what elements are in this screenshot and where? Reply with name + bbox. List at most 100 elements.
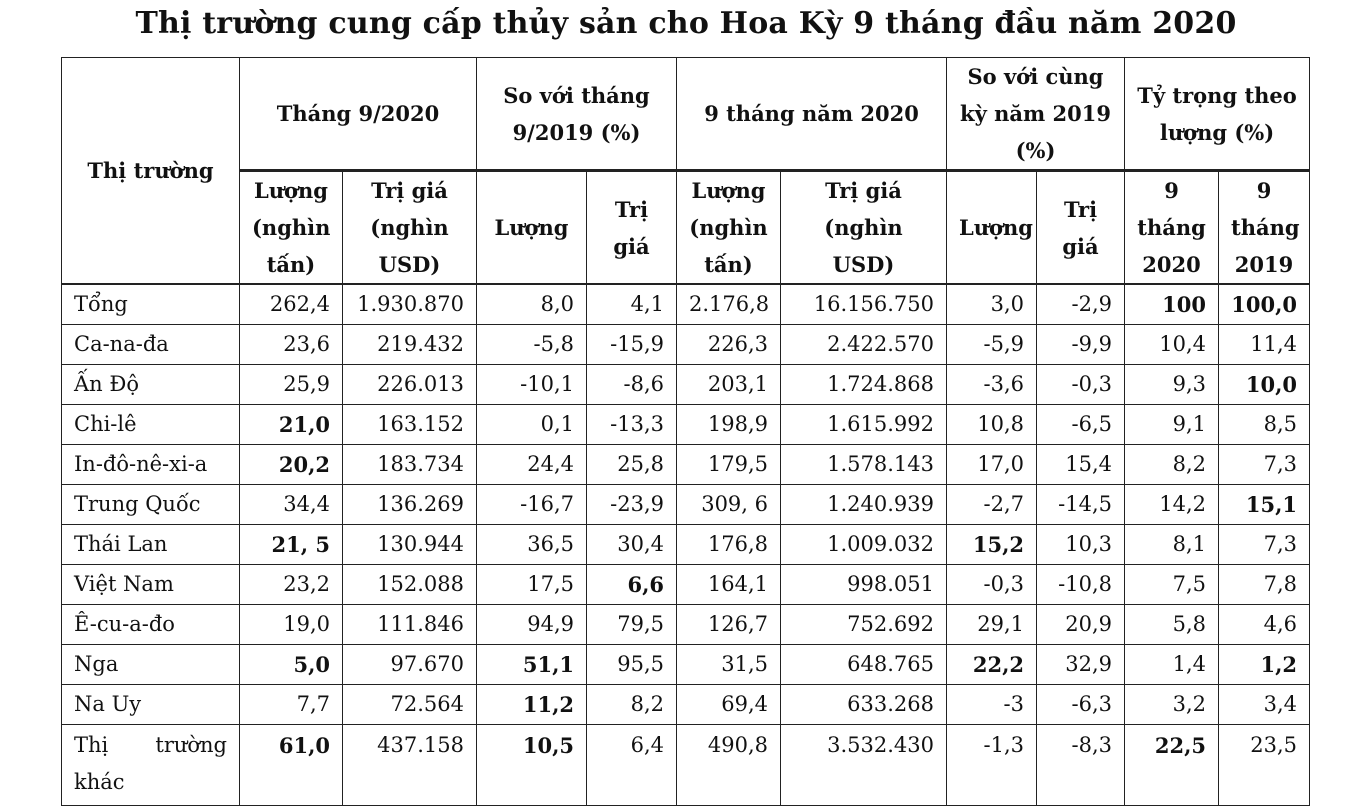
cell: 163.152	[342, 404, 477, 445]
header-value: Trị giá	[1035, 170, 1126, 285]
header-value-kusd: Trị giá (nghìn USD)	[780, 170, 947, 285]
cell: -2,7	[946, 484, 1037, 525]
cell: 111.846	[342, 604, 477, 645]
table-row: Nga 5,0 97.670 51,1 95,5 31,5 648.765 22…	[61, 644, 1311, 685]
header-value-kusd: Trị giá (nghìn USD)	[342, 170, 477, 285]
cell: -15,9	[586, 324, 677, 365]
cell: 203,1	[676, 364, 781, 405]
cell: 23,2	[239, 564, 343, 605]
cell: 126,7	[676, 604, 781, 645]
table-row: Việt Nam 23,2 152.088 17,5 6,6 164,1 998…	[61, 564, 1311, 605]
cell: 9,1	[1124, 404, 1220, 445]
cell: 10,4	[1124, 324, 1220, 365]
cell: 10,0	[1218, 364, 1311, 405]
cell: 2.176,8	[676, 283, 781, 325]
market-name: Ca-na-đa	[61, 324, 240, 365]
table-row: Chi-lê 21,0 163.152 0,1 -13,3 198,9 1.61…	[61, 404, 1311, 445]
cell: 7,5	[1124, 564, 1220, 605]
cell: 15,4	[1035, 444, 1126, 485]
cell: 437.158	[342, 724, 477, 806]
cell: 19,0	[239, 604, 343, 645]
cell: 309, 6	[676, 484, 781, 525]
market-name: In-đô-nê-xi-a	[61, 444, 240, 485]
table-row: Thái Lan 21, 5 130.944 36,5 30,4 176,8 1…	[61, 524, 1311, 565]
cell: 4,6	[1218, 604, 1311, 645]
cell: 36,5	[476, 524, 587, 565]
header-vs-year: So với cùng kỳ năm 2019 (%)	[945, 57, 1126, 172]
market-name: Ấn Độ	[61, 364, 240, 405]
header-value: Trị giá	[586, 170, 677, 285]
cell: -8,6	[586, 364, 677, 405]
cell: 11,2	[476, 684, 587, 725]
table-row: Ấn Độ 25,9 226.013 -10,1 -8,6 203,1 1.72…	[61, 364, 1311, 405]
cell: 0,1	[476, 404, 587, 445]
cell: 7,3	[1218, 524, 1311, 565]
market-name: Việt Nam	[61, 564, 240, 605]
cell: 15,2	[946, 524, 1037, 565]
cell: 1.724.868	[780, 364, 947, 405]
cell: 183.734	[342, 444, 477, 485]
cell: -5,9	[946, 324, 1037, 365]
cell: 20,2	[239, 444, 343, 485]
table-row: Tổng 262,4 1.930.870 8,0 4,1 2.176,8 16.…	[61, 283, 1311, 325]
cell: 1,4	[1124, 644, 1220, 685]
table-row: In-đô-nê-xi-a 20,2 183.734 24,4 25,8 179…	[61, 444, 1311, 485]
cell: 94,9	[476, 604, 587, 645]
cell: 69,4	[676, 684, 781, 725]
table-row: Na Uy 7,7 72.564 11,2 8,2 69,4 633.268 -…	[61, 684, 1311, 725]
header-nine-2019: 9 tháng 2019	[1218, 170, 1311, 285]
cell: 72.564	[342, 684, 477, 725]
cell: 179,5	[676, 444, 781, 485]
cell: 23,6	[239, 324, 343, 365]
header-qty: Lượng	[476, 170, 587, 285]
cell: 5,0	[239, 644, 343, 685]
market-name: Chi-lê	[61, 404, 240, 445]
cell: 8,2	[586, 684, 677, 725]
cell: -1,3	[946, 724, 1037, 806]
cell: -16,7	[476, 484, 587, 525]
cell: 152.088	[342, 564, 477, 605]
cell: 998.051	[780, 564, 947, 605]
cell: 198,9	[676, 404, 781, 445]
market-name-part: Thị	[74, 733, 109, 757]
cell: -0,3	[946, 564, 1037, 605]
table-row: Ê-cu-a-đo 19,0 111.846 94,9 79,5 126,7 7…	[61, 604, 1311, 645]
cell: 14,2	[1124, 484, 1220, 525]
cell: 648.765	[780, 644, 947, 685]
page-title: Thị trường cung cấp thủy sản cho Hoa Kỳ …	[135, 6, 1237, 41]
cell: 1,2	[1218, 644, 1311, 685]
cell: 25,8	[586, 444, 677, 485]
market-name: Tổng	[61, 283, 240, 325]
cell: -8,3	[1035, 724, 1126, 806]
cell: 2.422.570	[780, 324, 947, 365]
cell: 10,5	[476, 724, 587, 806]
table-row: Trung Quốc 34,4 136.269 -16,7 -23,9 309,…	[61, 484, 1311, 525]
cell: -23,9	[586, 484, 677, 525]
cell: 97.670	[342, 644, 477, 685]
cell: 8,0	[476, 283, 587, 325]
cell: 1.578.143	[780, 444, 947, 485]
cell: 17,5	[476, 564, 587, 605]
cell: 633.268	[780, 684, 947, 725]
header-share: Tỷ trọng theo lượng (%)	[1124, 57, 1311, 172]
cell: 1.240.939	[780, 484, 947, 525]
header-nine-months: 9 tháng năm 2020	[676, 57, 947, 172]
cell: 10,3	[1035, 524, 1126, 565]
market-name-part: khác	[74, 770, 125, 794]
market-name: Thị trường khác	[61, 724, 240, 806]
cell: 8,2	[1124, 444, 1220, 485]
market-name: Ê-cu-a-đo	[61, 604, 240, 645]
cell: 61,0	[239, 724, 343, 806]
cell: 95,5	[586, 644, 677, 685]
cell: 6,6	[586, 564, 677, 605]
cell: 100	[1124, 283, 1220, 325]
header-market: Thị trường	[61, 57, 240, 285]
cell: 20,9	[1035, 604, 1126, 645]
cell: 23,5	[1218, 724, 1311, 806]
cell: 7,8	[1218, 564, 1311, 605]
cell: -6,3	[1035, 684, 1126, 725]
cell: 29,1	[946, 604, 1037, 645]
cell: 31,5	[676, 644, 781, 685]
cell: -10,8	[1035, 564, 1126, 605]
cell: 136.269	[342, 484, 477, 525]
